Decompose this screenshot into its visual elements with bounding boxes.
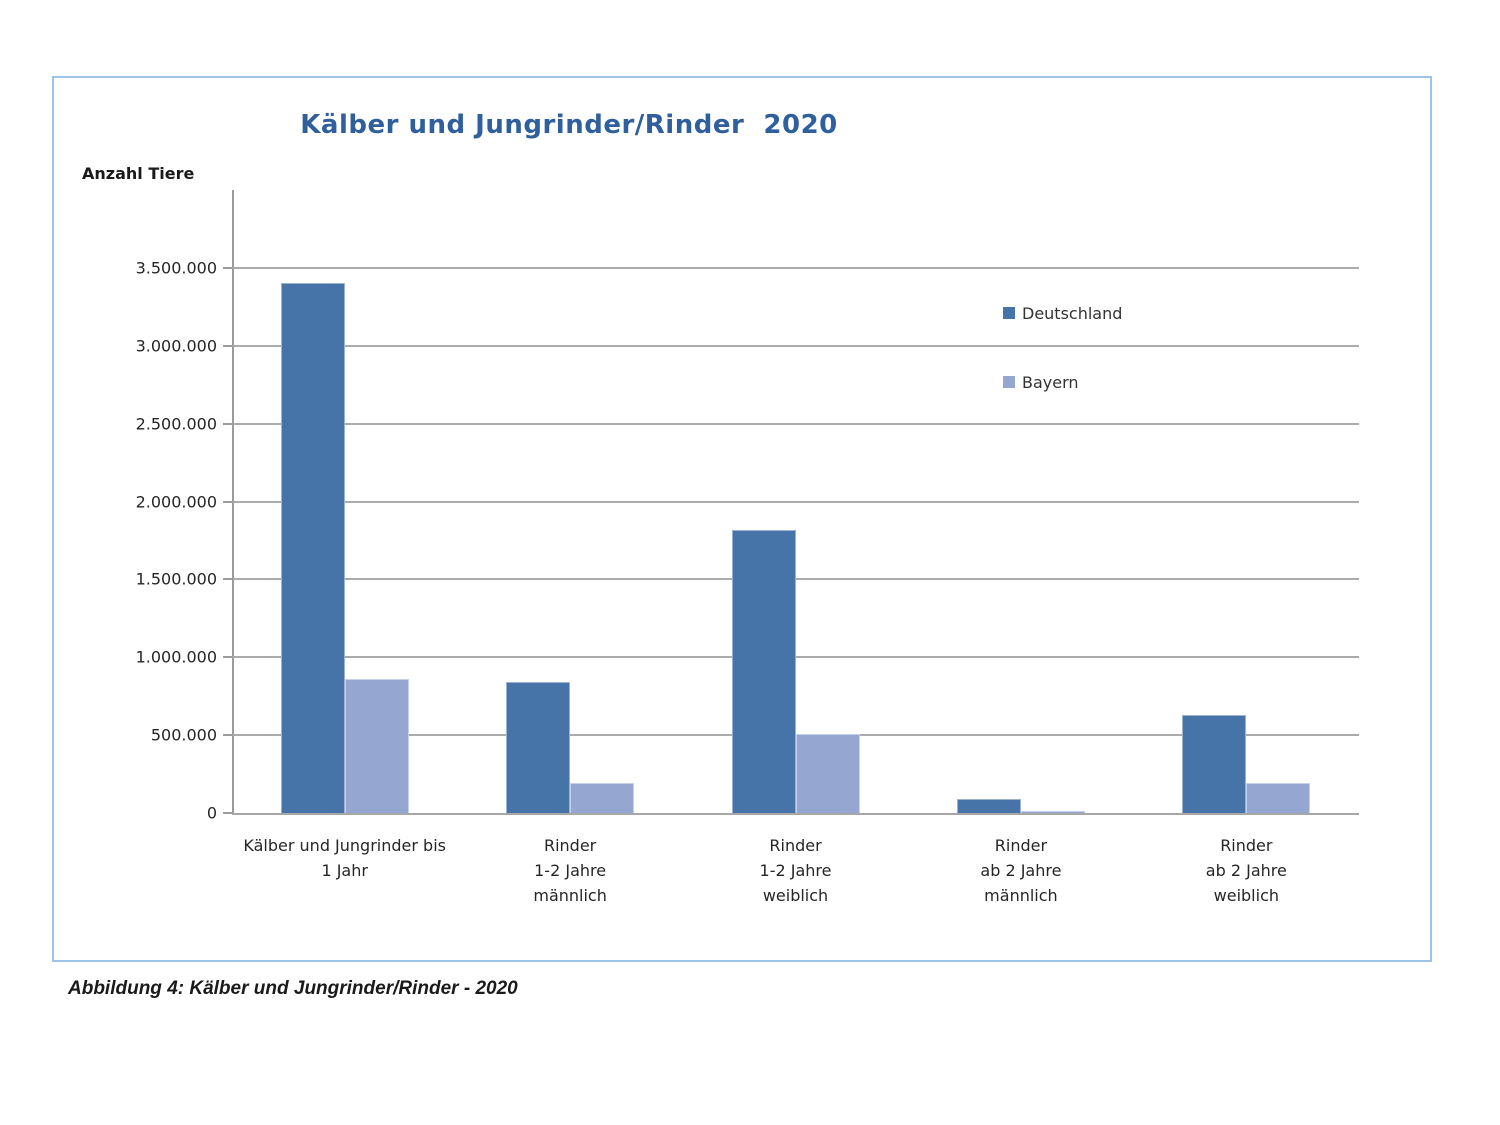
bar-deutschland-2 [731, 529, 796, 813]
chart-container: Kälber und Jungrinder/Rinder 2020 Anzahl… [52, 76, 1432, 962]
bar-bayern-4 [1246, 783, 1311, 813]
bar-deutschland-0 [280, 283, 345, 813]
x-axis-label-line: ab 2 Jahre [980, 861, 1062, 880]
bar-groups [232, 190, 1359, 813]
y-axis-title: Anzahl Tiere [82, 164, 195, 183]
y-tick-mark [223, 734, 233, 737]
x-axis-label-line: weiblich [1213, 886, 1279, 905]
x-axis-label-line: Rinder [543, 836, 597, 855]
x-axis-label-line: Rinder [769, 836, 822, 855]
x-axis-label-line: Rinder [994, 836, 1048, 855]
legend: Deutschland Bayern [1003, 303, 1123, 392]
bar-deutschland-4 [1182, 714, 1247, 813]
y-tick-label: 2.000.000 [135, 492, 217, 511]
y-tick-label: 0 [206, 803, 217, 823]
bar-group [683, 190, 908, 813]
gridline [232, 344, 1359, 347]
y-tick-mark [223, 500, 233, 503]
y-tick-label: 500.000 [150, 725, 217, 745]
x-axis-label-line: Kälber und Jungrinder bis [243, 836, 446, 855]
legend-swatch-bayern [1003, 376, 1015, 388]
x-axis-label: Kälber und Jungrinder bis 1 Jahr [232, 833, 457, 908]
legend-swatch-deutschland [1003, 307, 1015, 319]
bar-group [1134, 190, 1359, 813]
y-tick-label: 1.500.000 [135, 569, 217, 589]
bar-group [232, 190, 457, 813]
y-tick-label: 3.500.000 [135, 258, 217, 278]
legend-label: Deutschland [1022, 303, 1123, 323]
legend-item-deutschland: Deutschland [1003, 303, 1123, 323]
bar-deutschland-3 [956, 798, 1021, 813]
x-axis-label-line: ab 2 Jahre [1205, 861, 1287, 880]
bar-bayern-3 [1020, 810, 1085, 813]
plot-area: 0 500.000 1.000.000 1.500.000 2.000.000 2.500… [136, 190, 1359, 823]
x-axis-labels: Kälber und Jungrinder bis 1 Jahr Rinder 1-2… [232, 833, 1359, 908]
y-tick-mark [223, 812, 233, 814]
bar-deutschland-1 [506, 682, 571, 813]
x-axis-label: Rinder 1-2 Jahre weiblich [683, 833, 908, 908]
gridline [232, 422, 1359, 425]
y-tick-label: 3.000.000 [135, 336, 217, 356]
x-axis-label-line: männlich [533, 886, 607, 905]
bar-group [457, 190, 682, 813]
x-axis-label-line: Rinder [1220, 836, 1273, 855]
y-tick-mark [223, 578, 233, 581]
x-axis-label-line: weiblich [762, 886, 829, 905]
gridline [232, 500, 1359, 503]
x-axis-label-line: männlich [984, 886, 1058, 905]
legend-label: Bayern [1022, 372, 1079, 392]
y-tick-mark [223, 656, 233, 659]
gridline [232, 266, 1359, 269]
y-tick-label: 1.000.000 [135, 647, 217, 667]
bar-bayern-1 [570, 783, 635, 813]
legend-item-bayern: Bayern [1003, 372, 1122, 392]
bar-bayern-0 [344, 679, 409, 813]
y-tick-mark [223, 266, 233, 269]
x-axis-label: Rinder ab 2 Jahre weiblich [1134, 833, 1359, 908]
y-tick-mark [223, 344, 233, 347]
y-tick-mark [223, 422, 233, 425]
x-axis-label-line: 1 Jahr [321, 861, 368, 880]
bar-bayern-2 [795, 733, 860, 813]
chart-title: Kälber und Jungrinder/Rinder 2020 [300, 110, 838, 140]
x-axis-label-line: 1-2 Jahre [534, 861, 607, 880]
x-axis-label: Rinder 1-2 Jahre männlich [457, 833, 682, 908]
x-axis-label-line: 1-2 Jahre [759, 861, 832, 880]
x-axis-label: Rinder ab 2 Jahre männlich [908, 833, 1133, 908]
y-tick-label: 2.500.000 [135, 414, 217, 434]
x-axis-line [232, 813, 1359, 815]
figure-caption: Abbildung 4: Kälber und Jungrinder/Rinde… [68, 978, 518, 999]
bar-group [908, 190, 1133, 813]
